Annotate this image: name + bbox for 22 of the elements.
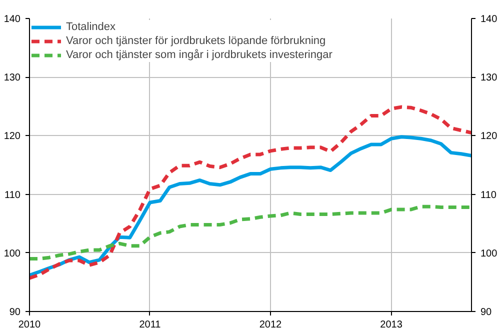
line-series (30, 204, 472, 261)
line-series (30, 105, 472, 280)
x-tick-label: 2010 (18, 320, 42, 330)
y-tick-label: 120 (4, 131, 21, 142)
legend-label: Totalindex (66, 21, 116, 33)
x-tick-label: 2013 (380, 320, 403, 330)
y-tick-label: 140 (4, 14, 21, 25)
y-tick-label: 110 (4, 190, 21, 201)
x-tick-label: 2011 (139, 320, 162, 330)
y2-tick-label: 90 (480, 307, 492, 318)
y-tick-label: 100 (4, 248, 21, 260)
legend-label: Varor och tjänster som ingår i jordbrukets investeringar (66, 49, 332, 61)
legend-label: Varor och tjänster för jordbrukets löpande förbrukning (66, 35, 326, 47)
y2-tick-label: 120 (480, 131, 498, 142)
y-tick-label: 130 (4, 72, 21, 84)
line-series (30, 135, 472, 277)
y2-tick-label: 110 (480, 190, 497, 201)
y2-tick-label: 140 (480, 14, 498, 25)
y-tick-label: 90 (9, 307, 21, 318)
y2-tick-label: 130 (480, 72, 498, 84)
y2-tick-label: 100 (480, 248, 498, 260)
x-tick-label: 2012 (259, 320, 282, 330)
